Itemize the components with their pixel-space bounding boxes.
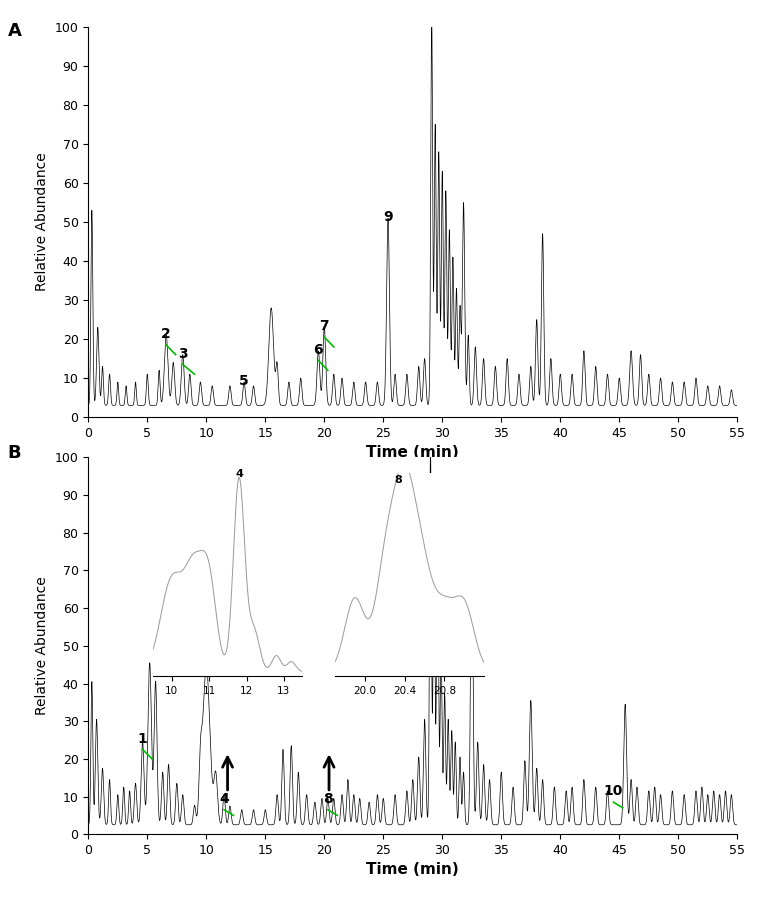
Text: 6: 6 bbox=[313, 343, 323, 357]
Text: 7: 7 bbox=[319, 319, 329, 333]
Text: 4: 4 bbox=[219, 792, 229, 806]
Y-axis label: Relative Abundance: Relative Abundance bbox=[35, 152, 49, 292]
Text: 3: 3 bbox=[178, 346, 187, 361]
Text: 9: 9 bbox=[383, 210, 393, 224]
X-axis label: Time (min): Time (min) bbox=[366, 863, 459, 877]
Text: B: B bbox=[8, 444, 22, 462]
Y-axis label: Relative Abundance: Relative Abundance bbox=[35, 577, 49, 715]
Text: 2: 2 bbox=[161, 327, 171, 341]
Text: 1: 1 bbox=[137, 732, 147, 745]
Text: 8: 8 bbox=[323, 792, 333, 806]
Text: A: A bbox=[8, 22, 22, 40]
X-axis label: Time (min): Time (min) bbox=[366, 446, 459, 460]
Text: 10: 10 bbox=[604, 784, 623, 798]
Text: 5: 5 bbox=[239, 374, 249, 388]
